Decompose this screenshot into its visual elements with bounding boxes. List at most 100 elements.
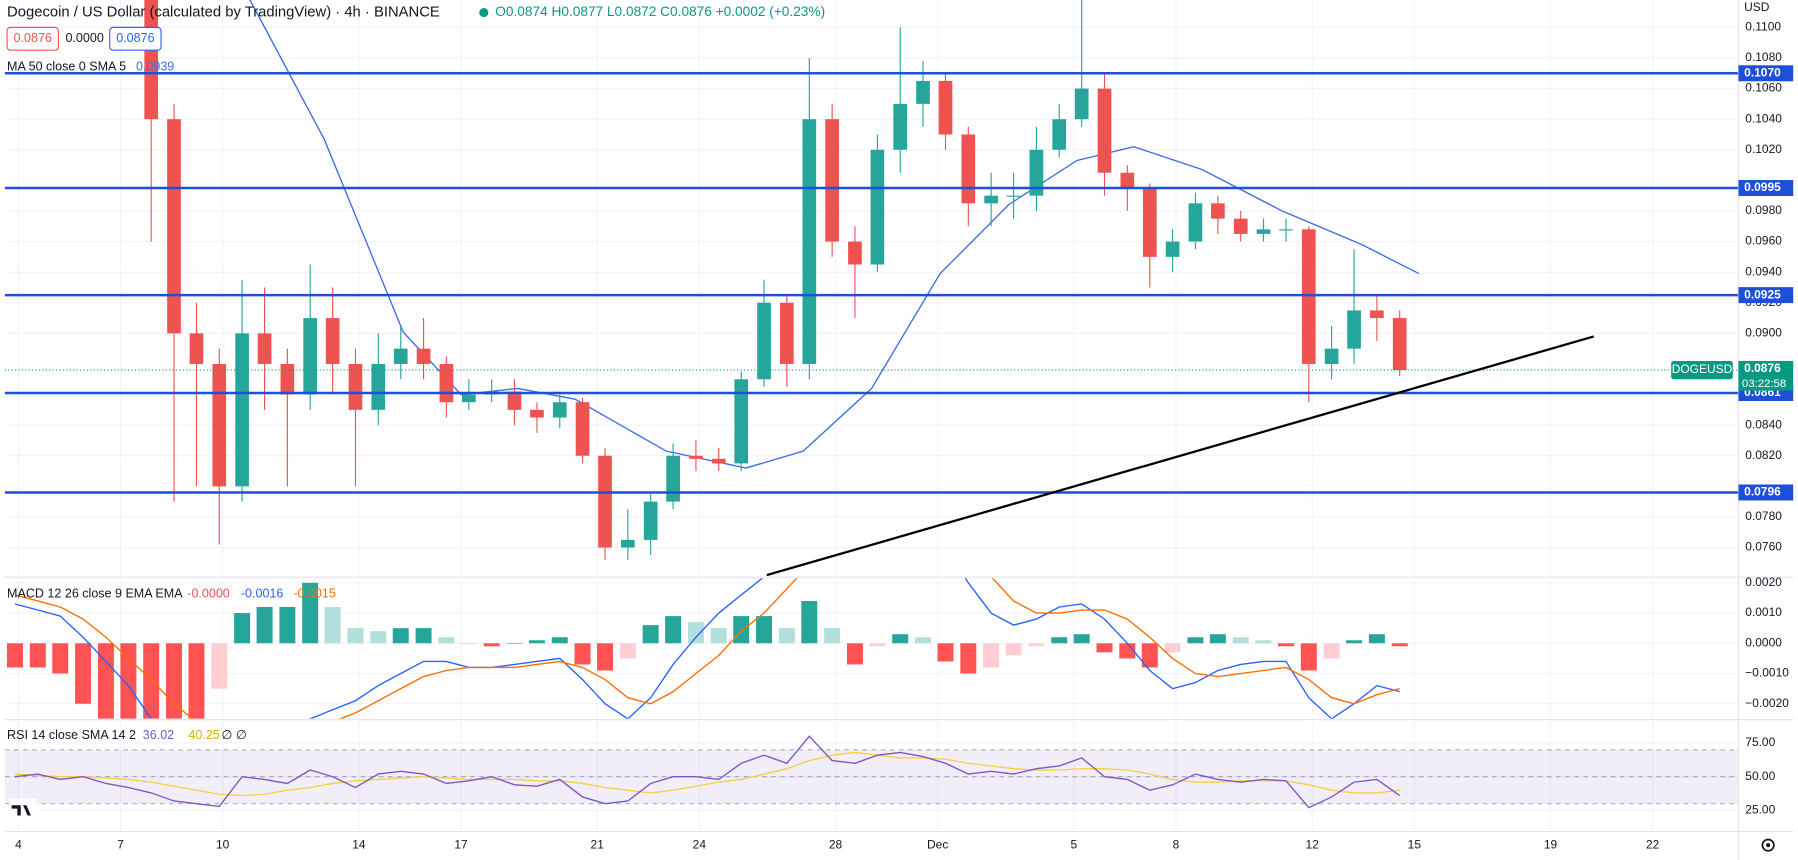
x-tick-label: 4 [15,837,22,851]
candle-body [598,455,612,548]
y-tick-label: 0.0900 [1745,326,1782,340]
rsi-label: RSI 14 close SMA 14 2 [7,728,136,742]
rsi-value: 36.02 [143,728,174,742]
candle-body [848,241,862,265]
rsi-pane [4,720,1739,831]
macd-histogram-bar [211,643,228,689]
level-label-bg [1738,287,1794,304]
candle-body [757,302,771,380]
legend: Dogecoin / US Dollar (calculated by Trad… [6,4,825,742]
settings-icon[interactable] [1761,838,1775,852]
candle-body [303,318,318,395]
logo-mark[interactable] [11,805,32,816]
candle-body [1074,88,1089,120]
y-tick-label: 0.1080 [1745,50,1782,64]
macd-histogram-bar [1391,643,1408,647]
candle-body [780,302,794,364]
rsi-extra: ∅ ∅ [221,728,246,742]
macd-histogram-bar [824,628,841,644]
candle-body [1370,310,1384,319]
candle-body [552,402,567,418]
macd-histogram-bar [483,643,500,647]
x-tick-label: 21 [591,837,605,851]
y-tick-label: 0.0000 [1745,635,1782,649]
candle-body [212,363,227,487]
buy-price[interactable]: 0.0876 [116,31,154,45]
candle-body [1347,310,1361,349]
candle-body [802,119,817,364]
candle-body [1211,203,1225,219]
candle-body [1279,229,1293,231]
candle-body [1301,229,1316,364]
candle-body [1324,348,1339,364]
level-label-bg [1738,180,1794,197]
y-tick-label: 0.0980 [1745,203,1782,217]
y-tick-label: 25.00 [1745,803,1775,817]
y-tick-label: 0.0820 [1745,448,1782,462]
logo[interactable] [9,798,37,822]
trendline [766,335,1595,576]
candle-body [1392,318,1407,371]
macd-histogram-bar [778,628,795,644]
gear-center[interactable] [1766,843,1771,848]
macd-histogram-bar [7,643,23,668]
candle-body [257,333,272,364]
candle-body [938,80,953,135]
candle-body [416,348,431,364]
macd-histogram-bar [279,606,296,644]
signal-line [14,578,1400,719]
level-label-bg [1738,484,1794,501]
candle-body [666,455,680,502]
y-tick-label: 0.0760 [1745,540,1782,554]
macd-histogram-bar [983,643,1000,668]
y-tick-label: 75.00 [1745,735,1775,749]
macd-histogram-bar [597,643,614,671]
candle-body [734,379,749,464]
candle-body [984,195,998,204]
candle-body [575,402,590,456]
y-tick-label: 0.0960 [1745,234,1782,248]
candle-body [1120,172,1135,189]
macd-histogram-bar [1164,643,1181,653]
x-tick-label: 10 [216,837,230,851]
macd-histogram-bar [1300,643,1317,671]
macd-histogram-bar [256,606,273,644]
candle-body [1165,241,1180,257]
macd-histogram-bar [347,628,364,644]
candle-body [393,348,408,364]
candle-body [961,134,976,204]
sell-box[interactable] [6,26,59,51]
gear[interactable] [1761,838,1775,852]
x-tick-label: Dec [927,837,948,851]
candle-body [1233,218,1248,234]
y-tick-label: 0.1100 [1745,20,1781,34]
sell-price[interactable]: 0.0876 [14,31,52,45]
logo-bg[interactable] [9,798,37,822]
macd-histogram-bar [937,643,954,662]
macd-histogram-bar [665,616,682,644]
macd-histogram-bar [506,643,523,644]
macd-histogram-bar [1187,637,1204,644]
symbol-tag: DOGEUSD [1672,362,1733,376]
rsi-sma-line [14,751,1400,797]
x-tick-label: 12 [1306,837,1320,851]
macd-histogram-bar [892,634,909,644]
candle-body [893,103,908,150]
candle-body [348,363,363,410]
candle-body [1006,195,1021,197]
macd-histogram-bar [801,600,818,644]
x-tick-label: 28 [829,837,843,851]
macd-histogram-bar [619,643,636,659]
macd-histogram-bar [1209,634,1226,644]
candle-body [235,333,249,487]
macd-histogram-bar [1028,643,1045,647]
candle-body [870,149,885,265]
candle-body [1052,119,1067,150]
y-tick-label: 0.0010 [1745,605,1782,619]
macd-histogram-bar [97,643,114,719]
buy-box[interactable] [109,26,162,51]
candle-body [1097,88,1112,173]
macd-histogram-bar [29,643,46,668]
macd-histogram-bar [188,643,205,719]
